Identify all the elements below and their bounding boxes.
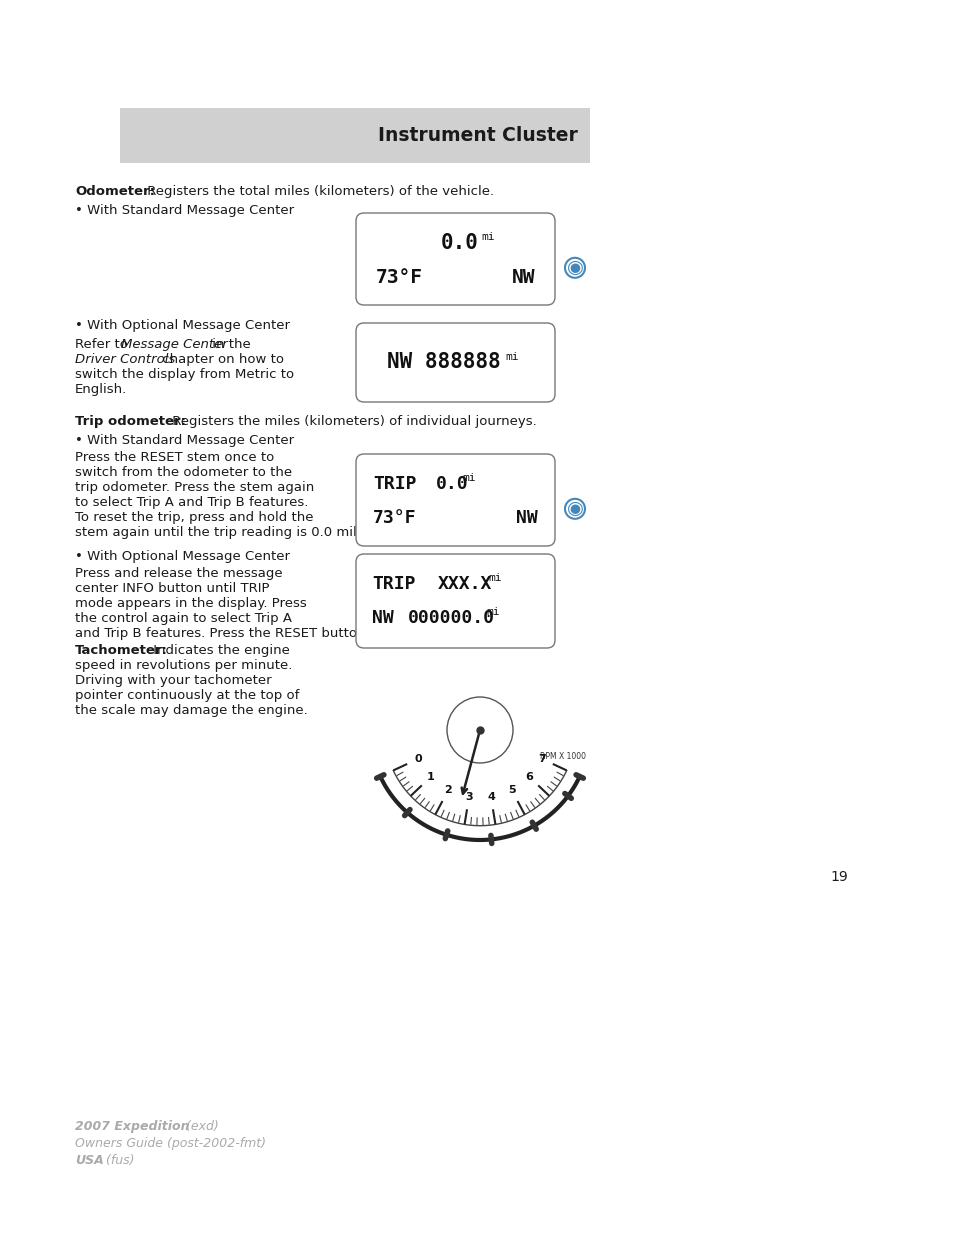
Text: (fus): (fus) [102,1153,134,1167]
Text: 2: 2 [444,785,452,795]
Text: Message Center: Message Center [121,338,228,351]
Text: mi: mi [488,573,501,583]
Text: switch from the odometer to the: switch from the odometer to the [75,466,292,479]
Text: • With Standard Message Center: • With Standard Message Center [75,204,294,217]
Text: 0: 0 [414,753,421,763]
Text: 3: 3 [465,793,473,803]
Text: ◉: ◉ [566,499,583,519]
Text: mi: mi [505,352,518,362]
Text: Registers the total miles (kilometers) of the vehicle.: Registers the total miles (kilometers) o… [143,185,494,198]
Text: mi: mi [485,606,499,618]
Text: 0.0: 0.0 [436,475,468,493]
Text: to select Trip A and Trip B features.: to select Trip A and Trip B features. [75,496,308,509]
Polygon shape [380,730,579,840]
Text: 1: 1 [426,772,434,782]
Text: Registers the miles (kilometers) of individual journeys.: Registers the miles (kilometers) of indi… [168,415,537,429]
Text: TRIP: TRIP [373,475,416,493]
Text: switch the display from Metric to: switch the display from Metric to [75,368,294,382]
Text: 73°F: 73°F [375,268,422,287]
Text: NW: NW [511,268,535,287]
Text: • With Optional Message Center: • With Optional Message Center [75,319,290,332]
Text: TRIP: TRIP [372,576,416,593]
Text: 4: 4 [487,793,495,803]
Text: pointer continuously at the top of: pointer continuously at the top of [75,689,299,701]
FancyBboxPatch shape [355,555,555,648]
Text: in the: in the [208,338,251,351]
Text: Owners Guide (post-2002-fmt): Owners Guide (post-2002-fmt) [75,1137,266,1150]
Text: ◉: ◉ [566,258,583,278]
Text: mode appears in the display. Press: mode appears in the display. Press [75,597,307,610]
Text: 6: 6 [525,772,533,782]
Text: • With Optional Message Center: • With Optional Message Center [75,550,290,563]
Text: 19: 19 [830,869,847,884]
Text: Trip odometer:: Trip odometer: [75,415,186,429]
Text: RPM X 1000: RPM X 1000 [540,752,586,761]
Text: XXX.X: XXX.X [437,576,492,593]
Text: stem again until the trip reading is 0.0 miles.: stem again until the trip reading is 0.0… [75,526,375,538]
Text: 0.0: 0.0 [440,233,477,253]
Text: 000000.0: 000000.0 [408,609,495,627]
Text: Press the RESET stem once to: Press the RESET stem once to [75,451,274,464]
Text: NW: NW [516,509,537,527]
FancyBboxPatch shape [355,212,555,305]
Text: speed in revolutions per minute.: speed in revolutions per minute. [75,659,292,672]
Text: center INFO button until TRIP: center INFO button until TRIP [75,582,269,595]
Text: USA: USA [75,1153,104,1167]
Circle shape [447,697,513,763]
Text: Indicates the engine: Indicates the engine [149,643,290,657]
FancyBboxPatch shape [355,454,555,546]
Text: Refer to: Refer to [75,338,132,351]
Text: Driving with your tachometer: Driving with your tachometer [75,674,272,687]
Text: (exd): (exd) [182,1120,218,1132]
Text: trip odometer. Press the stem again: trip odometer. Press the stem again [75,480,314,494]
Text: Odometer:: Odometer: [75,185,154,198]
Text: the control again to select Trip A: the control again to select Trip A [75,613,292,625]
Text: 73°F: 73°F [373,509,416,527]
Text: Tachometer:: Tachometer: [75,643,168,657]
Text: Instrument Cluster: Instrument Cluster [377,126,578,144]
FancyBboxPatch shape [120,107,589,163]
Text: chapter on how to: chapter on how to [158,353,284,366]
Text: and Trip B features. Press the RESET button to reset.: and Trip B features. Press the RESET but… [75,627,425,640]
Text: English.: English. [75,383,127,396]
Text: the scale may damage the engine.: the scale may damage the engine. [75,704,308,718]
Text: 7: 7 [537,753,545,763]
Text: • With Standard Message Center: • With Standard Message Center [75,433,294,447]
Text: NW 888888: NW 888888 [387,352,500,372]
Text: mi: mi [481,232,495,242]
Text: Driver Controls: Driver Controls [75,353,175,366]
FancyBboxPatch shape [355,324,555,403]
Text: mi: mi [461,473,475,483]
Text: To reset the trip, press and hold the: To reset the trip, press and hold the [75,511,314,524]
Text: Press and release the message: Press and release the message [75,567,282,580]
Text: 5: 5 [508,785,516,795]
Text: NW: NW [372,609,394,627]
Text: 2007 Expedition: 2007 Expedition [75,1120,190,1132]
